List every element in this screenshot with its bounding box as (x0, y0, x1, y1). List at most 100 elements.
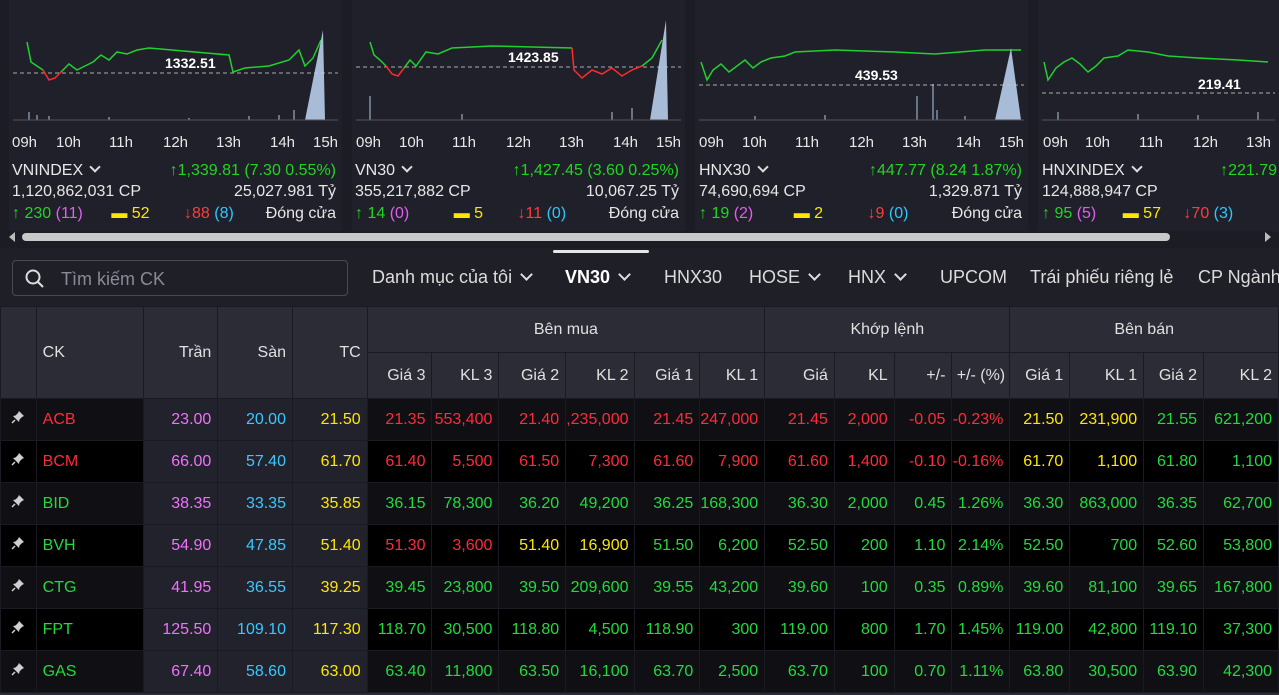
header-floor[interactable]: Sàn (217, 306, 293, 399)
index-card-vn30[interactable]: 1423.85 09h 10h 11h 12h 13h 14h 15h VN30… (352, 0, 685, 232)
subheader-buy-0[interactable]: Giá 3 (366, 352, 433, 399)
market-status: Đóng cửa (951, 205, 1022, 222)
pin-icon[interactable] (11, 578, 25, 592)
buy-vol-3: 3,600 (431, 524, 500, 567)
table-row[interactable]: ACB 23.00 20.00 21.50 21.35 553,400 21.40,235,… (0, 398, 1279, 441)
pin-icon[interactable] (0, 482, 37, 525)
table-row[interactable]: BCM 66.00 57.40 61.70 61.40 5,500 61.50 7,300 61… (0, 440, 1279, 483)
subheader-buy-1[interactable]: KL 3 (431, 352, 500, 399)
subheader-sell-2[interactable]: Giá 2 (1143, 352, 1205, 399)
tab-hose[interactable]: HOSE (749, 267, 821, 288)
ceiling-cell: 54.90 (142, 524, 219, 567)
buy-price-1: 61.60 (634, 440, 701, 483)
table-row[interactable]: CTG 41.95 36.55 39.25 39.45 23,800 39.50 209,60… (0, 566, 1279, 609)
ceiling-cell: 125.50 (142, 608, 219, 651)
symbol-cell[interactable]: FPT (35, 608, 144, 651)
unchanged-count: ▬ 52 (111, 205, 150, 222)
tab-hnx30[interactable]: HNX30 (664, 267, 722, 288)
tab-vn30[interactable]: VN30 (565, 267, 631, 288)
floor-cell: 58.60 (217, 650, 293, 693)
match-change: 1.70 (893, 608, 953, 651)
pin-icon[interactable] (11, 536, 25, 550)
tab-upcom[interactable]: UPCOM (940, 267, 1007, 288)
buy-vol-2: 209,600 (565, 566, 636, 609)
chevron-down-icon[interactable] (1131, 161, 1143, 173)
match-change-pct: 0.89% (951, 566, 1011, 609)
pin-icon[interactable] (11, 494, 25, 508)
table-row[interactable]: BVH 54.90 47.85 51.40 51.30 3,600 51.40 16,900 5… (0, 524, 1279, 567)
index-change: ↑1,427.45 (3.60 0.25%) (512, 162, 679, 179)
pin-icon[interactable] (11, 452, 25, 466)
chevron-down-icon (894, 268, 907, 281)
subheader-sell-3[interactable]: KL 2 (1203, 352, 1279, 399)
index-card-hnx30[interactable]: 439.53 09h 10h 11h 12h 13h 14h 15h HNX30… (695, 0, 1028, 232)
match-price: 21.45 (764, 398, 835, 441)
symbol-cell[interactable]: BVH (35, 524, 144, 567)
sell-vol-2: 1,100 (1203, 440, 1279, 483)
dec-value: 88 (192, 205, 210, 222)
subheader-match-1[interactable]: KL (833, 352, 895, 399)
index-cards-strip: 1332.51 09h 10h 11h 12h 13h 14h 15h VNIN… (0, 0, 1279, 248)
ceiling-count: (2) (733, 205, 754, 222)
header-ck[interactable]: CK (35, 306, 144, 399)
symbol-cell[interactable]: ACB (35, 398, 144, 441)
reference-cell: 63.00 (291, 650, 368, 693)
search-box[interactable] (12, 260, 348, 296)
pin-icon[interactable] (0, 566, 37, 609)
pin-icon[interactable] (11, 410, 25, 424)
subheader-match-2[interactable]: +/- (893, 352, 953, 399)
sell-vol-2: 167,800 (1203, 566, 1279, 609)
index-card-hnxindex[interactable]: 219.41 09h 10h 11h 12h 13h HNXINDEX ↑221… (1038, 0, 1279, 232)
subheader-buy-3[interactable]: KL 2 (565, 352, 636, 399)
unch-value: 57 (1143, 205, 1161, 222)
subheader-buy-2[interactable]: Giá 2 (498, 352, 567, 399)
pin-icon[interactable] (11, 662, 25, 676)
tab-my-watchlist[interactable]: Danh mục của tôi (372, 267, 533, 288)
symbol-cell[interactable]: CTG (35, 566, 144, 609)
subheader-buy-5[interactable]: KL 1 (699, 352, 766, 399)
header-ceiling[interactable]: Trần (142, 306, 219, 399)
table-row[interactable]: GAS 67.40 58.60 63.00 63.40 11,800 63.50 16,100… (0, 650, 1279, 693)
cards-scrollbar-thumb[interactable] (22, 233, 1170, 241)
floor-cell: 33.35 (217, 482, 293, 525)
floor-cell: 20.00 (217, 398, 293, 441)
ceiling-count: (0) (389, 205, 410, 222)
table-row[interactable]: BID 38.35 33.35 35.85 36.15 78,300 36.20 49,200… (0, 482, 1279, 525)
scroll-left-icon[interactable] (9, 232, 15, 242)
declines-count: ↓70 (1183, 205, 1210, 222)
pin-icon[interactable] (0, 650, 37, 693)
subheader-buy-4[interactable]: Giá 1 (634, 352, 701, 399)
hour-label: 13h (216, 134, 242, 151)
table-row[interactable]: FPT 125.50 109.10 117.30 118.70 30,500 118.80 4… (0, 608, 1279, 651)
subheader-sell-0[interactable]: Giá 1 (1009, 352, 1071, 399)
scroll-right-icon[interactable] (1265, 232, 1271, 242)
chevron-down-icon[interactable] (756, 161, 769, 173)
tab-industry-stocks[interactable]: CP Ngành (1198, 267, 1279, 288)
tab-private-bonds[interactable]: Trái phiếu riêng lẻ (1030, 267, 1173, 288)
buy-vol-2: 7,300 (565, 440, 636, 483)
hour-label: 09h (699, 134, 725, 151)
hour-label: 11h (109, 134, 133, 151)
subheader-sell-1[interactable]: KL 1 (1069, 352, 1145, 399)
match-change-pct: -0.23% (951, 398, 1011, 441)
chevron-down-icon[interactable] (89, 161, 101, 173)
tab-hnx[interactable]: HNX (848, 267, 907, 288)
chevron-down-icon[interactable] (401, 161, 413, 173)
subheader-match-3[interactable]: +/- (%) (951, 352, 1011, 399)
symbol-cell[interactable]: GAS (35, 650, 144, 693)
search-input[interactable] (59, 265, 333, 293)
hour-label: 11h (795, 134, 819, 151)
pin-icon[interactable] (0, 398, 37, 441)
symbol-cell[interactable]: BCM (35, 440, 144, 483)
subheader-match-0[interactable]: Giá (764, 352, 835, 399)
pin-icon[interactable] (0, 440, 37, 483)
pin-icon[interactable] (0, 524, 37, 567)
hour-label: 09h (1043, 134, 1069, 151)
symbol-cell[interactable]: BID (35, 482, 144, 525)
pin-icon[interactable] (11, 620, 25, 634)
pin-icon[interactable] (0, 608, 37, 651)
sell-price-2: 119.10 (1143, 608, 1205, 651)
index-card-vnindex[interactable]: 1332.51 09h 10h 11h 12h 13h 14h 15h VNIN… (9, 0, 342, 232)
header-reference[interactable]: TC (291, 306, 368, 399)
match-price: 61.60 (764, 440, 835, 483)
